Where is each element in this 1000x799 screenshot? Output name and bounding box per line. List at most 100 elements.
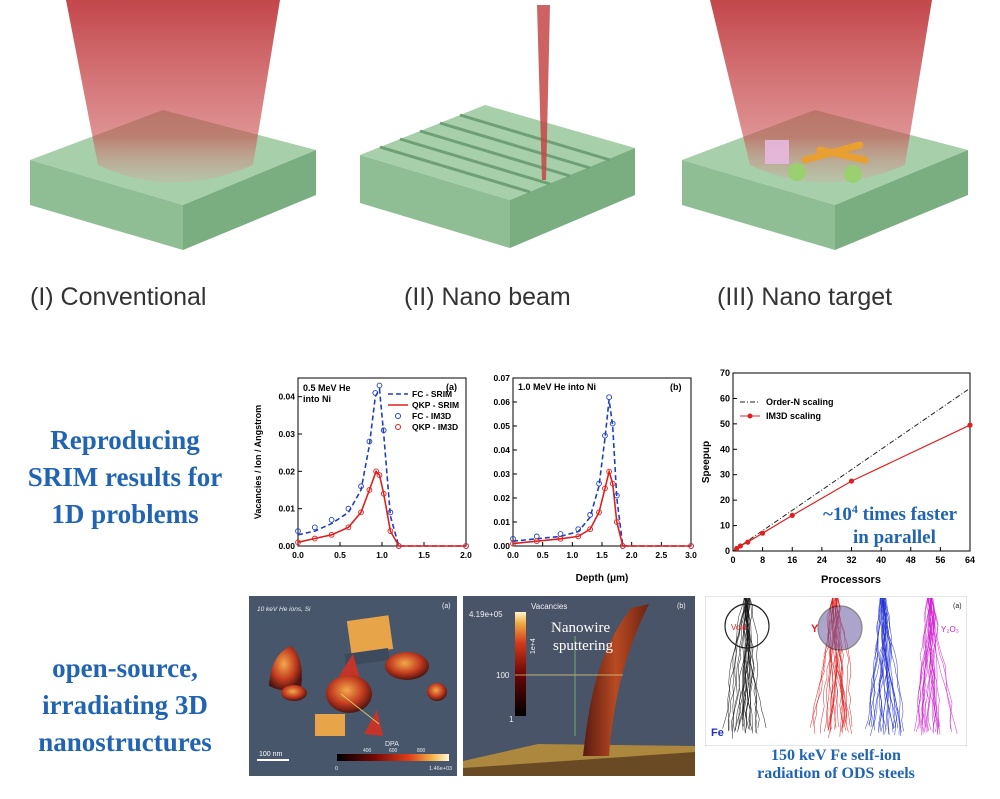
plot-a-legend: FC - SRIM QKP - SRIM FC - IM3D QKP - IM3…	[388, 389, 459, 432]
row2-heading-line3: nanostructures	[38, 727, 212, 757]
plot-a-point	[311, 535, 318, 542]
plot-c-legend: Order-N scaling IM3D scaling	[740, 397, 834, 421]
plot-c-xtick-label: 48	[906, 555, 916, 565]
plot-b-point	[587, 526, 593, 533]
render-c-y-particle	[817, 605, 863, 651]
caption-nano-target: (III) Nano target	[717, 283, 893, 311]
plot-c-ytick-label: 10	[720, 521, 730, 531]
plot-c-xtick-label: 64	[965, 555, 975, 565]
plot-a-legend-3: FC - IM3D	[412, 411, 451, 421]
plot-a-point	[295, 539, 301, 546]
plot-a-point	[328, 517, 335, 523]
row1-heading: Reproducing SRIM results for 1D problems	[0, 422, 250, 533]
plot-a-ytick-label: 0.04	[278, 392, 295, 402]
render-b-colorbar-tick-2: 100	[496, 671, 510, 680]
row1-heading-line1: Reproducing	[50, 425, 200, 455]
plot-b-ytick-label: 0.07	[493, 373, 510, 383]
ion-track	[735, 597, 751, 731]
plot-a-point	[358, 509, 364, 516]
ion-track	[878, 597, 885, 731]
plot-b-ytick-label: 0.00	[493, 541, 510, 551]
plot-b-point	[596, 480, 602, 487]
ion-track	[930, 597, 958, 734]
plot-a-point	[463, 543, 469, 549]
plot-b-ytick-label: 0.06	[493, 397, 510, 407]
render-c-tracks	[722, 597, 958, 739]
plot-a-point	[376, 382, 383, 389]
row2-heading-line2: irradiating 3D	[42, 690, 208, 720]
plot-a-ylabel: Vacancies / Ion / Angstrom	[253, 405, 263, 519]
plot-b-point	[602, 485, 608, 492]
ion-track	[882, 597, 904, 732]
ion-track	[928, 597, 938, 735]
ion-track	[878, 597, 885, 734]
plot-a-ytick-label: 0.00	[278, 541, 295, 551]
render-c-caption: 150 keV Fe self-ion radiation of ODS ste…	[705, 747, 967, 783]
plot-b-ytick-label: 0.02	[493, 493, 510, 503]
plot-b-series-line	[512, 468, 691, 547]
schematic-nano-beam	[350, 0, 650, 275]
plot-b-xtick-label: 1.5	[596, 550, 608, 560]
render-c-caption-line1: 150 keV Fe self-ion	[771, 747, 901, 764]
row2-heading-line1: open-source,	[52, 653, 198, 683]
plot-a-legend-2: QKP - SRIM	[412, 400, 459, 410]
plot-b-ytick-label: 0.03	[493, 469, 510, 479]
plot-a-ytick-label: 0.02	[278, 466, 295, 476]
plot-c: 0 10 20 30 40 50 60 70 0 8 16 24 32 40 48 56 64 Speepup…	[700, 368, 982, 590]
ion-track	[742, 597, 748, 731]
plot-b-point	[596, 509, 602, 516]
plot-b-point	[688, 543, 694, 549]
ion-track	[744, 597, 750, 733]
plot-c-ylabel: Speepup	[701, 441, 712, 483]
plot-c-ytick-label: 30	[720, 470, 730, 480]
render-c-label-void: Void	[731, 623, 747, 632]
plot-a: 0.00 0.01 0.02 0.03 0.04 0.0 0.5 1.0 1.5 2.0 (a)…	[250, 368, 475, 583]
plot-a-point	[328, 531, 335, 538]
plot-c-point	[745, 539, 751, 545]
plot-a-point	[345, 524, 352, 531]
plot-a-point	[372, 390, 379, 396]
render-b-label: (b)	[677, 603, 686, 610]
plot-a-ytick-label: 0.01	[278, 504, 295, 514]
plot-c-annotation-line2: in parallel	[853, 527, 936, 548]
schematic-conventional	[18, 0, 328, 275]
plot-b-frame	[512, 377, 692, 547]
ion-track	[727, 597, 745, 731]
plot-a-point	[311, 524, 318, 531]
plot-b-xlabel: Depth (μm)	[576, 573, 629, 584]
plot-c-ytick-label: 0	[725, 546, 730, 556]
render-a-colorbar-title: DPA	[385, 741, 399, 748]
render-b-annotation-line2: sputtering	[553, 638, 613, 654]
plot-c-legend-2: IM3D scaling	[766, 411, 821, 421]
ion-track	[918, 597, 929, 723]
ion-track	[738, 597, 750, 725]
plot-b-point	[609, 480, 616, 487]
plot-a-point	[358, 483, 364, 490]
plot-a-xtick-label: 0.0	[292, 550, 304, 560]
plot-a-point	[380, 490, 387, 497]
plot-b-series-line	[512, 399, 691, 547]
plot-a-point	[366, 487, 373, 493]
plot-b-label: (b)	[670, 382, 682, 392]
plot-b-point	[510, 540, 516, 547]
row2-heading: open-source, irradiating 3D nanostructur…	[0, 650, 250, 761]
ion-track	[732, 597, 745, 733]
plot-b-ytick-label: 0.04	[493, 445, 510, 455]
plot-b-point	[575, 533, 582, 540]
plot-b-point	[587, 511, 593, 518]
ion-track	[930, 597, 939, 734]
plot-c-point	[789, 512, 795, 518]
plot-b-point	[533, 538, 540, 545]
plot-c-xtick-label: 0	[730, 555, 735, 565]
plot-b-point	[533, 533, 540, 540]
render-b-colorbar-max: 4.19e+05	[469, 610, 503, 619]
render-b-colorbar-tick-1: 1e+4	[530, 638, 537, 654]
plot-c-xticks: 0 8 16 24 32 40 48 56 64	[730, 547, 975, 565]
plot-b-xtick-label: 1.0	[566, 550, 578, 560]
plot-a-annotation-line2: into Ni	[303, 394, 331, 404]
plot-b-point	[619, 543, 626, 549]
plot-a-legend-4: QKP - IM3D	[412, 422, 458, 432]
plot-c-xtick-label: 16	[787, 555, 797, 565]
plot-a-ytick-label: 0.03	[278, 429, 295, 439]
ion-track	[882, 597, 899, 729]
